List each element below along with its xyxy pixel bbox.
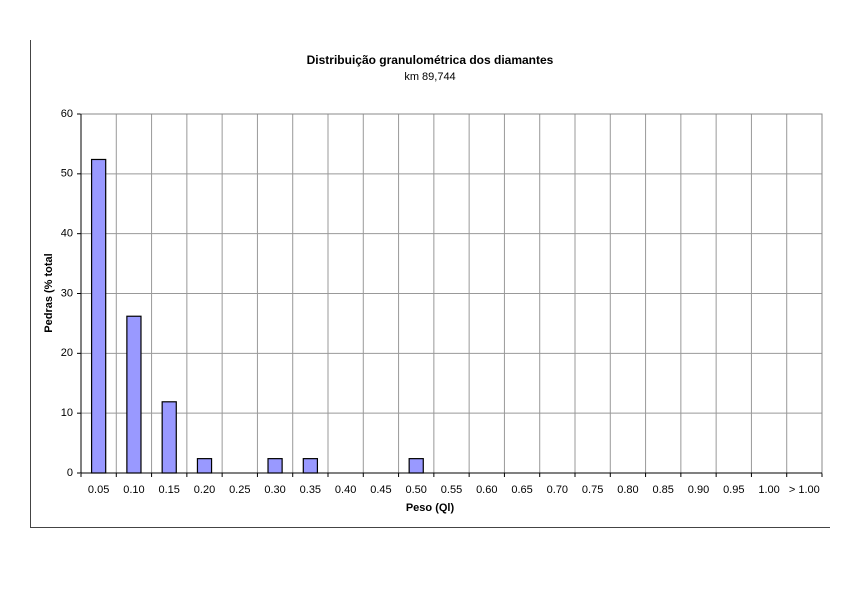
y-tick-label: 50 <box>61 168 73 180</box>
y-axis-title: Pedras (% total <box>43 253 55 332</box>
x-tick-label: 0.65 <box>511 484 532 496</box>
y-tick-label: 60 <box>61 108 73 120</box>
y-tick-label: 20 <box>61 347 73 359</box>
bar <box>90 158 107 474</box>
x-tick-label: 0.85 <box>653 484 674 496</box>
y-tick-label: 10 <box>61 407 73 419</box>
y-tick-label: 30 <box>61 287 73 299</box>
x-tick-label: 1.00 <box>758 484 779 496</box>
x-tick-label: 0.75 <box>582 484 603 496</box>
x-tick-label: 0.80 <box>617 484 638 496</box>
x-tick-label: 0.90 <box>688 484 709 496</box>
y-tick-label: 0 <box>67 467 73 479</box>
chart-title: Distribuição granulométrica dos diamante… <box>307 53 554 67</box>
x-tick-label: 0.05 <box>88 484 109 496</box>
x-tick-label: 0.95 <box>723 484 744 496</box>
x-tick-label: 0.45 <box>370 484 391 496</box>
x-tick-label: 0.20 <box>194 484 215 496</box>
x-tick-label: 0.70 <box>547 484 568 496</box>
x-axis-title: Peso (Ql) <box>406 502 455 514</box>
bar <box>267 458 283 474</box>
bar <box>161 401 177 474</box>
x-tick-label: 0.60 <box>476 484 497 496</box>
x-tick-label: 0.40 <box>335 484 356 496</box>
x-tick-label: 0.15 <box>159 484 180 496</box>
bar <box>302 458 319 474</box>
chart-subtitle: km 89,744 <box>404 71 455 83</box>
x-tick-label: 0.10 <box>123 484 144 496</box>
x-tick-label: 0.50 <box>406 484 427 496</box>
x-tick-label: 0.30 <box>264 484 285 496</box>
bar <box>408 458 424 474</box>
bar <box>126 315 142 474</box>
x-tick-label: 0.35 <box>300 484 321 496</box>
bar <box>196 458 213 474</box>
x-tick-label: 0.25 <box>229 484 250 496</box>
y-tick-label: 40 <box>61 228 73 240</box>
x-tick-label: 0.55 <box>441 484 462 496</box>
x-tick-label: > 1.00 <box>789 484 820 496</box>
